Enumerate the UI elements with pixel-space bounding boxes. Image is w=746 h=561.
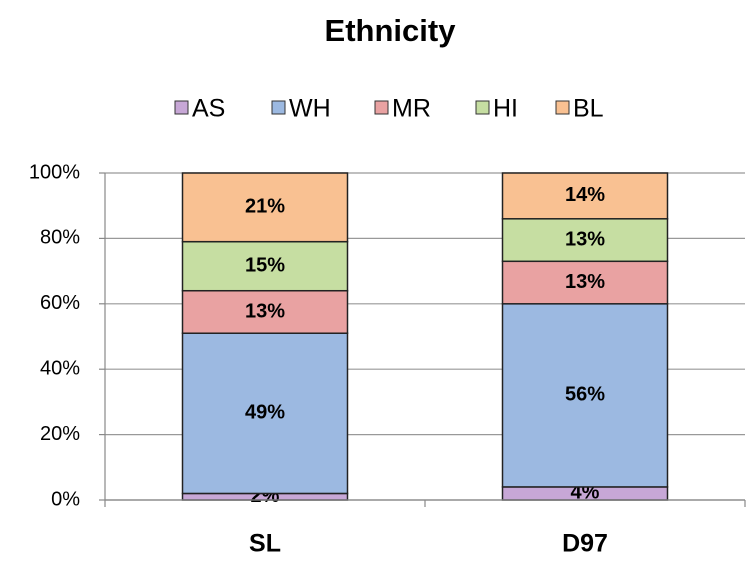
data-label: 49% xyxy=(245,402,285,424)
bar-segment xyxy=(181,240,349,292)
legend-label: MR xyxy=(392,95,431,123)
data-label: 13% xyxy=(565,271,605,293)
data-label: 15% xyxy=(245,254,285,276)
y-tick-label: 0% xyxy=(51,488,80,510)
y-tick-label: 60% xyxy=(40,292,80,314)
y-tick-label: 40% xyxy=(40,357,80,379)
legend-label: WH xyxy=(289,95,331,123)
legend-label: BL xyxy=(573,95,604,123)
bar-segment xyxy=(501,172,669,220)
bar-segment xyxy=(501,303,669,488)
data-label: 56% xyxy=(565,384,605,406)
bar-segment xyxy=(181,332,349,495)
legend-label: HI xyxy=(493,95,518,123)
legend-swatch xyxy=(374,100,389,115)
data-label: 21% xyxy=(245,196,285,218)
legend-swatch xyxy=(475,100,490,115)
legend-swatch xyxy=(555,100,570,115)
y-tick-label: 100% xyxy=(29,161,80,183)
x-tick-label: D97 xyxy=(562,530,608,558)
chart-title: Ethnicity xyxy=(325,13,457,48)
y-tick-label: 80% xyxy=(40,227,80,249)
legend-swatch xyxy=(271,100,286,115)
x-tick-label: SL xyxy=(249,530,281,558)
bar-segment xyxy=(501,218,669,263)
data-label: 13% xyxy=(245,300,285,322)
bar-segment xyxy=(181,172,349,243)
y-tick-label: 20% xyxy=(40,423,80,445)
legend-swatch xyxy=(174,100,189,115)
data-label: 14% xyxy=(565,184,605,206)
data-label: 13% xyxy=(565,228,605,250)
legend-label: AS xyxy=(192,95,225,123)
bar-segment xyxy=(181,289,349,334)
